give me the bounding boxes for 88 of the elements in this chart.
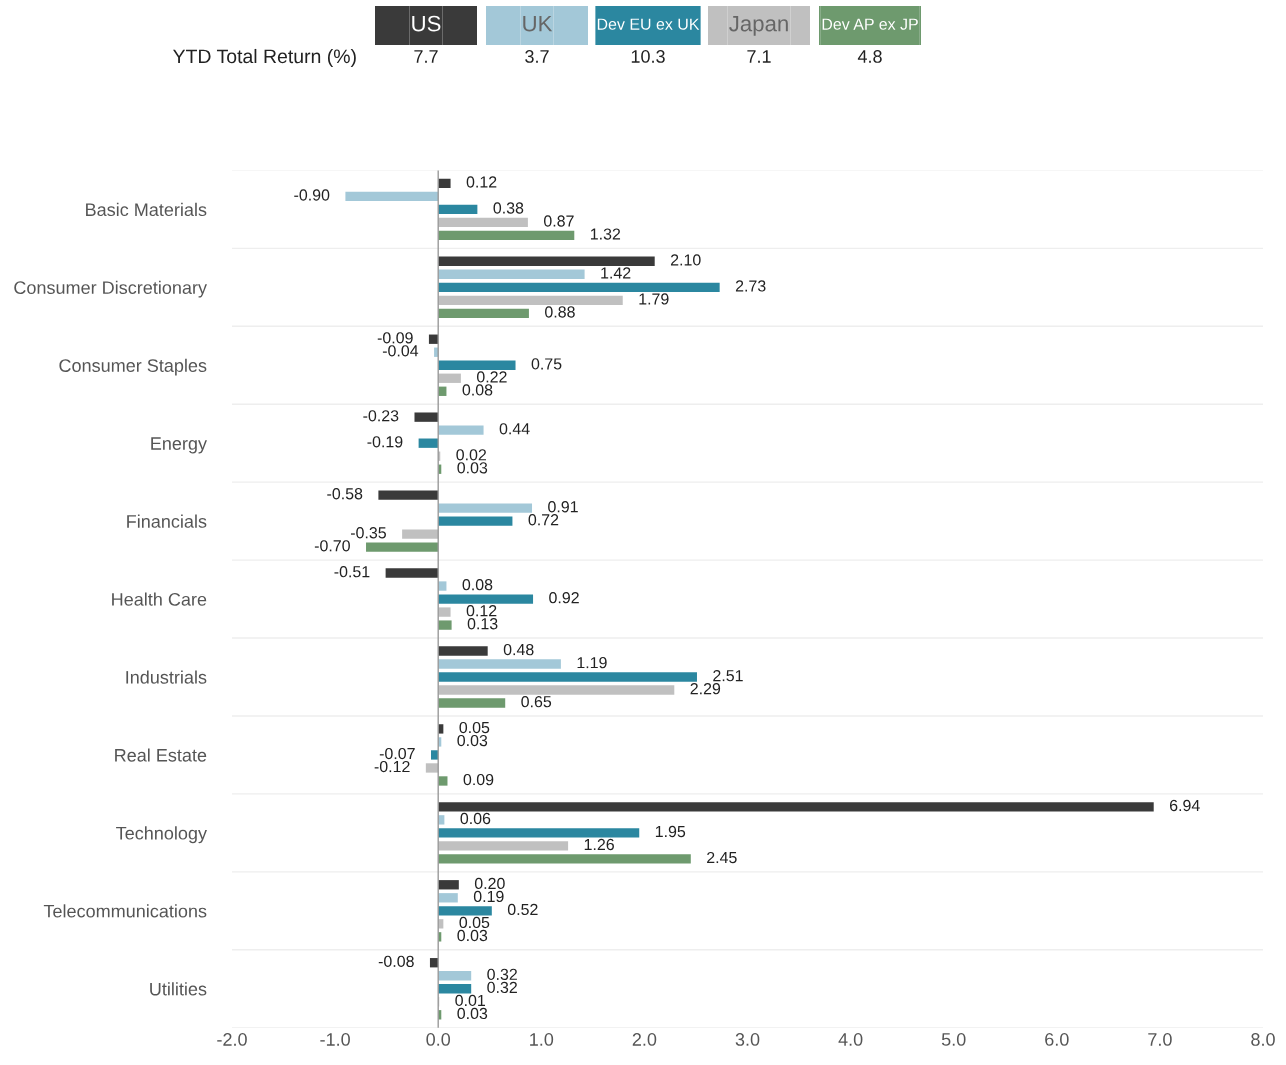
x-tick-label: 3.0: [735, 1033, 760, 1046]
text: YTD Total Return (%): [173, 48, 356, 68]
data-label: 6.94: [1169, 799, 1200, 812]
data-label: 0.13: [467, 618, 498, 630]
data-label: -0.35: [350, 527, 386, 539]
data-label: 0.72: [528, 514, 559, 526]
legend-label: Japan: [729, 15, 788, 36]
x-tick-label: -2.0: [217, 1033, 247, 1046]
text: 10.3: [631, 50, 665, 63]
data-label: 0.32: [487, 981, 517, 994]
data-label: 0.08: [462, 579, 493, 591]
text: Dev AP ex JP: [822, 18, 918, 30]
data-label: 1.26: [584, 838, 614, 851]
y-tick-label: Utilities: [150, 982, 207, 996]
data-label: -0.19: [367, 436, 403, 448]
x-tick-label: 1.0: [530, 1033, 554, 1046]
x-tick-label: -1.0: [320, 1033, 350, 1046]
data-label: 2.73: [735, 280, 766, 292]
data-label: 1.42: [601, 267, 631, 279]
data-label: 2.51: [713, 669, 743, 682]
data-label: 0.32: [487, 968, 517, 981]
data-label: -0.09: [377, 332, 413, 344]
x-tick-label: 2.0: [632, 1033, 657, 1046]
y-tick-label: Telecommunications: [43, 904, 207, 918]
y-tick-label: Energy: [151, 437, 207, 454]
legend-label: US: [412, 15, 441, 32]
x-tick-label: 0.0: [426, 1033, 451, 1046]
data-label: 0.03: [457, 462, 488, 474]
x-tick-label: 8.0: [1251, 1033, 1275, 1046]
data-label: 2.29: [690, 682, 721, 695]
data-label: -0.51: [334, 566, 370, 578]
legend-label: UK: [523, 15, 553, 32]
data-label: 0.75: [531, 358, 562, 370]
data-label: 0.05: [459, 721, 490, 734]
data-label: -0.12: [374, 760, 410, 773]
x-tick-label: 4.0: [838, 1033, 863, 1046]
x-tick-label: 7.0: [1148, 1033, 1172, 1046]
data-label: 0.87: [543, 215, 574, 227]
data-label: 0.08: [462, 384, 493, 396]
data-label: 1.95: [655, 825, 686, 838]
y-tick-label: Consumer Discretionary: [14, 280, 207, 298]
y-tick-label: Health Care: [112, 592, 207, 606]
y-tick-label: Technology: [116, 826, 207, 844]
data-label: 0.03: [457, 929, 488, 942]
data-label: 0.38: [493, 202, 524, 214]
data-label: 0.02: [456, 449, 487, 461]
y-tick-label: Industrials: [126, 670, 207, 684]
data-label: 2.10: [670, 254, 701, 266]
data-label: 0.12: [466, 176, 497, 188]
data-label: -0.08: [378, 955, 414, 968]
data-label: 0.91: [548, 501, 578, 513]
data-label: 0.05: [459, 916, 490, 929]
data-label: 0.06: [460, 812, 491, 825]
text: 7.7: [414, 50, 438, 63]
y-tick-label: Consumer Staples: [59, 358, 207, 376]
y-tick-label: Real Estate: [115, 748, 207, 762]
data-label: -0.90: [294, 189, 330, 201]
data-label: -0.70: [314, 540, 350, 552]
text: Dev EU ex UK: [597, 18, 700, 30]
y-tick-label: Basic Materials: [86, 202, 207, 217]
data-label: 0.03: [457, 734, 488, 747]
data-label: -0.23: [363, 410, 399, 422]
data-label: 0.65: [521, 696, 552, 708]
data-label: 0.19: [473, 890, 504, 903]
data-label: 0.48: [503, 643, 534, 656]
x-tick-label: 5.0: [941, 1033, 966, 1046]
data-label: 0.09: [463, 773, 494, 786]
data-label: 1.79: [639, 293, 669, 305]
data-label: -0.04: [382, 345, 419, 357]
data-label: 2.45: [707, 851, 737, 864]
text: 3.7: [525, 50, 549, 63]
text: 7.1: [747, 50, 771, 63]
data-label: 0.22: [476, 371, 507, 383]
data-label: 0.01: [455, 994, 485, 1007]
data-label: 0.03: [457, 1007, 488, 1020]
data-label: -0.58: [327, 488, 363, 500]
text: 4.8: [857, 50, 882, 63]
data-label: 0.20: [474, 877, 505, 890]
x-tick-label: 6.0: [1045, 1033, 1069, 1046]
data-label: 0.88: [545, 306, 575, 318]
data-label: 1.32: [590, 228, 621, 240]
data-label: 0.92: [549, 592, 579, 604]
data-label: 1.19: [577, 656, 607, 669]
data-label: 0.52: [507, 903, 538, 916]
data-label: 0.12: [466, 605, 497, 617]
data-label: -0.07: [379, 747, 415, 760]
data-label: 0.44: [499, 423, 530, 435]
y-tick-label: Financials: [127, 514, 207, 528]
